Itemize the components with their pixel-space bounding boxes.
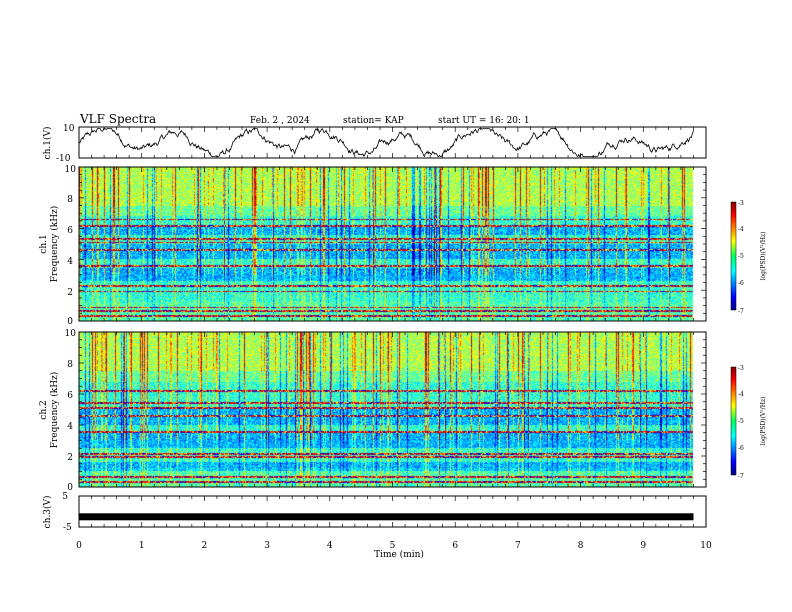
ch2-cbar-tick-m5: -5 (738, 418, 744, 425)
ch2-spectrogram-panel: 0 2 4 6 8 10 ch.2 Frequency (kHz) -3 -4 … (39, 329, 767, 493)
ch2-ytick-10: 10 (65, 329, 77, 339)
ch1-spectrogram-image (79, 167, 706, 321)
ch1-ytick-10: 10 (65, 165, 77, 175)
ch2-cbar-tick-m6: -6 (738, 445, 744, 452)
ch2-ytick-8: 8 (67, 360, 73, 370)
time-ticks (78, 127, 707, 527)
time-tick-label: 2 (202, 541, 208, 551)
ch3-signal-line (79, 513, 694, 521)
time-tick-label: 9 (640, 541, 646, 551)
ch1-spectrogram-ylabel: Frequency (kHz) (49, 206, 60, 283)
ch2-spectrogram-channel-label: ch.2 (39, 400, 49, 419)
time-tick-label: 8 (578, 541, 584, 551)
time-tick-label: 0 (76, 541, 82, 551)
time-tick-label: 3 (264, 541, 270, 551)
date-label: Feb. 2 , 2024 (250, 116, 310, 126)
ch1-colorbar-label: log(PSD)(V²/Hz) (760, 232, 767, 281)
time-tick-label: 5 (390, 541, 396, 551)
ch1-spectrogram-yticks: 0 2 4 6 8 10 (65, 165, 77, 327)
time-tick-label: 10 (700, 541, 712, 551)
figure-title: VLF Spectra (79, 112, 156, 126)
ch2-ytick-0: 0 (67, 483, 73, 493)
ch2-colorbar-label: log(PSD)(V²/Hz) (760, 397, 767, 446)
ch2-ytick-4: 4 (67, 422, 73, 432)
ch2-colorbar (730, 366, 737, 476)
time-tick-label: 4 (327, 541, 333, 551)
time-tick-label: 7 (515, 541, 521, 551)
ch2-cbar-tick-m3: -3 (738, 365, 744, 372)
ch1-cbar-tick-m4: -4 (738, 226, 744, 233)
ch1-cbar-tick-m6: -6 (738, 280, 744, 287)
ch1-colorbar (730, 201, 737, 311)
ch1-ytick-4: 4 (67, 257, 73, 267)
ch1-spectrogram-panel: 0 2 4 6 8 10 ch.1 Frequency (kHz) -3 -4 … (39, 165, 767, 327)
ch1-waveform-ylabel: ch.1(V) (42, 127, 53, 160)
start-time-label: start UT = 16: 20: 1 (438, 116, 530, 126)
time-tick-label: 1 (139, 541, 145, 551)
time-axis-label: Time (min) (374, 549, 424, 560)
ch2-ytick-2: 2 (67, 453, 73, 463)
ch1-ytick-bottom: -10 (56, 154, 71, 164)
ch2-cbar-tick-m4: -4 (738, 391, 744, 398)
ch3-ylabel: ch.3(V) (42, 496, 53, 529)
time-axis-labels: 0 1 2 3 4 5 6 7 8 9 10 (76, 541, 712, 551)
ch1-waveform-line (78, 127, 694, 158)
ch1-ytick-6: 6 (67, 226, 73, 236)
ch2-cbar-tick-m7: -7 (738, 473, 744, 480)
ch2-spectrogram-image (79, 332, 706, 487)
ch1-ytick-0: 0 (67, 317, 73, 327)
ch1-cbar-tick-m7: -7 (738, 308, 744, 315)
ch1-ytick-top: 10 (63, 124, 75, 134)
time-tick-label: 6 (452, 541, 458, 551)
ch3-ytick-5: 5 (62, 492, 68, 502)
ch3-ytick-m5: -5 (63, 523, 72, 533)
ch1-spectrogram-channel-label: ch.1 (39, 234, 49, 253)
ch1-cbar-tick-m5: -5 (738, 253, 744, 260)
ch1-cbar-tick-m3: -3 (738, 200, 744, 207)
ch1-ytick-8: 8 (67, 195, 73, 205)
station-label: station= KAP (343, 116, 404, 126)
ch1-ytick-2: 2 (67, 288, 73, 298)
ch2-spectrogram-ylabel: Frequency (kHz) (49, 372, 60, 449)
ch2-ytick-6: 6 (67, 391, 73, 401)
